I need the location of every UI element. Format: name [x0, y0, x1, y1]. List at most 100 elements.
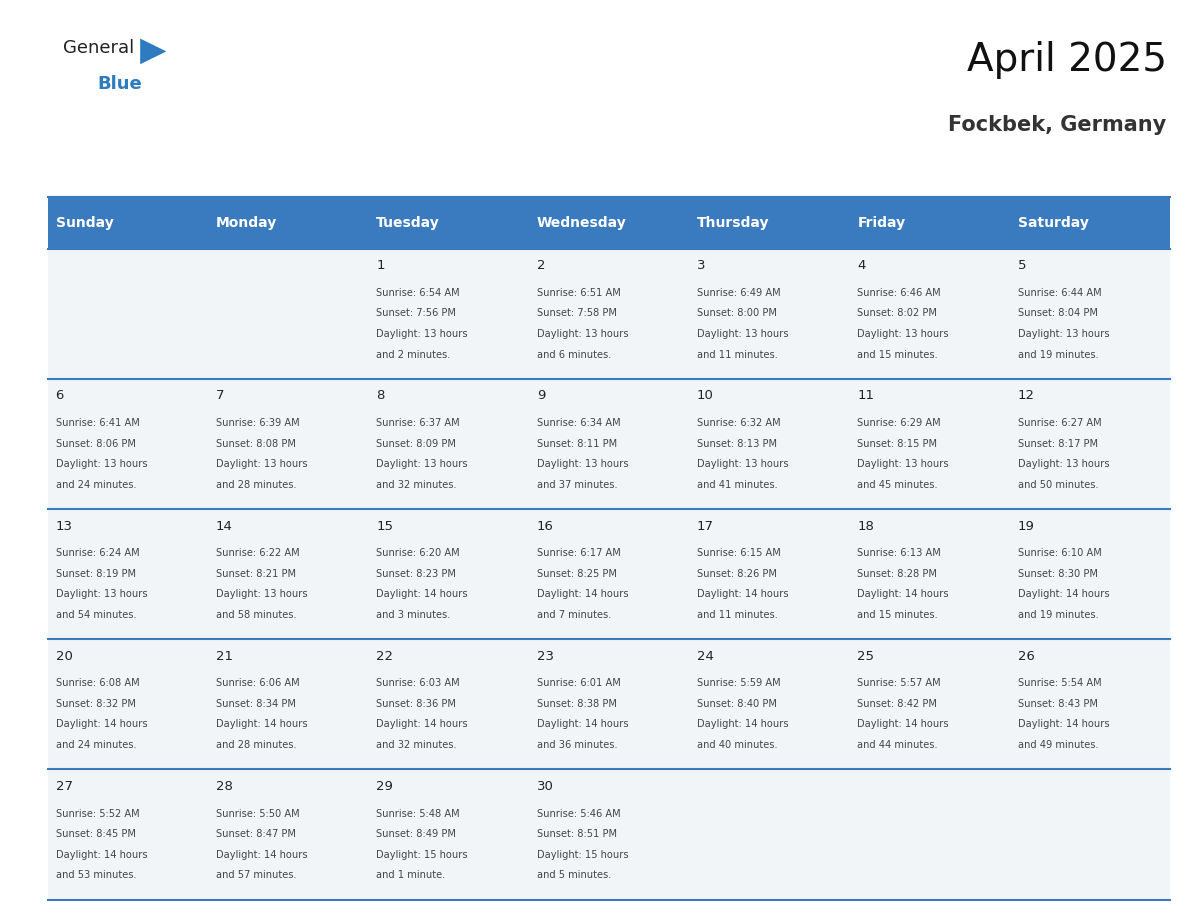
- Text: Wednesday: Wednesday: [537, 216, 626, 230]
- Text: and 37 minutes.: and 37 minutes.: [537, 480, 618, 489]
- Text: Daylight: 14 hours: Daylight: 14 hours: [56, 850, 147, 859]
- Text: 10: 10: [697, 389, 714, 402]
- Text: 3: 3: [697, 259, 706, 273]
- Text: and 57 minutes.: and 57 minutes.: [216, 870, 297, 880]
- Text: Sunrise: 6:17 AM: Sunrise: 6:17 AM: [537, 548, 620, 558]
- Text: Daylight: 14 hours: Daylight: 14 hours: [56, 720, 147, 730]
- Text: Daylight: 14 hours: Daylight: 14 hours: [697, 589, 789, 599]
- Text: Sunrise: 5:48 AM: Sunrise: 5:48 AM: [377, 809, 460, 819]
- Text: and 45 minutes.: and 45 minutes.: [858, 480, 939, 489]
- Text: Sunset: 7:58 PM: Sunset: 7:58 PM: [537, 308, 617, 319]
- Text: and 32 minutes.: and 32 minutes.: [377, 740, 457, 750]
- Bar: [689, 249, 849, 379]
- Text: and 7 minutes.: and 7 minutes.: [537, 610, 611, 620]
- Text: and 54 minutes.: and 54 minutes.: [56, 610, 137, 620]
- Bar: [1010, 197, 1170, 249]
- Text: and 53 minutes.: and 53 minutes.: [56, 870, 137, 880]
- Text: 26: 26: [1018, 650, 1035, 663]
- Bar: [48, 249, 208, 379]
- Text: Sunset: 8:45 PM: Sunset: 8:45 PM: [56, 829, 135, 839]
- Bar: [48, 639, 208, 769]
- Text: 25: 25: [858, 650, 874, 663]
- Text: 6: 6: [56, 389, 64, 402]
- Bar: [1010, 379, 1170, 509]
- Text: and 36 minutes.: and 36 minutes.: [537, 740, 618, 750]
- Bar: [529, 249, 689, 379]
- Text: and 19 minutes.: and 19 minutes.: [1018, 610, 1099, 620]
- Bar: [849, 509, 1010, 639]
- Text: and 6 minutes.: and 6 minutes.: [537, 350, 611, 360]
- Text: 15: 15: [377, 520, 393, 532]
- Bar: [368, 769, 529, 900]
- Text: 8: 8: [377, 389, 385, 402]
- Text: 27: 27: [56, 780, 72, 793]
- Text: Sunset: 8:19 PM: Sunset: 8:19 PM: [56, 569, 135, 578]
- Text: Saturday: Saturday: [1018, 216, 1088, 230]
- Text: Sunday: Sunday: [56, 216, 113, 230]
- Text: Sunset: 8:00 PM: Sunset: 8:00 PM: [697, 308, 777, 319]
- Text: Sunrise: 5:57 AM: Sunrise: 5:57 AM: [858, 678, 941, 688]
- Text: Sunrise: 6:22 AM: Sunrise: 6:22 AM: [216, 548, 299, 558]
- Text: Daylight: 13 hours: Daylight: 13 hours: [537, 329, 628, 339]
- Text: Sunset: 8:15 PM: Sunset: 8:15 PM: [858, 439, 937, 449]
- Text: 12: 12: [1018, 389, 1035, 402]
- Text: 9: 9: [537, 389, 545, 402]
- Text: Daylight: 13 hours: Daylight: 13 hours: [216, 459, 308, 469]
- Text: Daylight: 14 hours: Daylight: 14 hours: [377, 720, 468, 730]
- Text: Sunrise: 6:10 AM: Sunrise: 6:10 AM: [1018, 548, 1101, 558]
- Text: Daylight: 13 hours: Daylight: 13 hours: [858, 329, 949, 339]
- Text: Sunrise: 6:01 AM: Sunrise: 6:01 AM: [537, 678, 620, 688]
- Text: Sunset: 8:32 PM: Sunset: 8:32 PM: [56, 699, 135, 709]
- Text: Sunset: 8:43 PM: Sunset: 8:43 PM: [1018, 699, 1098, 709]
- Bar: [849, 769, 1010, 900]
- Text: Sunset: 8:21 PM: Sunset: 8:21 PM: [216, 569, 296, 578]
- Text: 5: 5: [1018, 259, 1026, 273]
- Text: Daylight: 14 hours: Daylight: 14 hours: [216, 720, 308, 730]
- Text: Sunrise: 6:08 AM: Sunrise: 6:08 AM: [56, 678, 139, 688]
- Text: 18: 18: [858, 520, 874, 532]
- Text: Sunrise: 6:49 AM: Sunrise: 6:49 AM: [697, 288, 781, 297]
- Text: and 28 minutes.: and 28 minutes.: [216, 480, 297, 489]
- Bar: [689, 509, 849, 639]
- Text: Daylight: 14 hours: Daylight: 14 hours: [697, 720, 789, 730]
- Bar: [368, 509, 529, 639]
- Text: Daylight: 14 hours: Daylight: 14 hours: [377, 589, 468, 599]
- Text: Sunset: 8:51 PM: Sunset: 8:51 PM: [537, 829, 617, 839]
- Text: Sunrise: 6:41 AM: Sunrise: 6:41 AM: [56, 418, 139, 428]
- Bar: [48, 379, 208, 509]
- Bar: [208, 639, 368, 769]
- Bar: [689, 769, 849, 900]
- Text: Sunrise: 6:13 AM: Sunrise: 6:13 AM: [858, 548, 941, 558]
- Polygon shape: [140, 39, 166, 64]
- Bar: [849, 249, 1010, 379]
- Text: and 15 minutes.: and 15 minutes.: [858, 610, 939, 620]
- Text: and 40 minutes.: and 40 minutes.: [697, 740, 778, 750]
- Bar: [529, 639, 689, 769]
- Bar: [368, 249, 529, 379]
- Bar: [208, 197, 368, 249]
- Text: Daylight: 13 hours: Daylight: 13 hours: [697, 329, 789, 339]
- Text: and 50 minutes.: and 50 minutes.: [1018, 480, 1099, 489]
- Text: Sunset: 8:02 PM: Sunset: 8:02 PM: [858, 308, 937, 319]
- Text: Sunrise: 6:54 AM: Sunrise: 6:54 AM: [377, 288, 460, 297]
- Text: Sunrise: 6:37 AM: Sunrise: 6:37 AM: [377, 418, 460, 428]
- Text: Daylight: 13 hours: Daylight: 13 hours: [537, 459, 628, 469]
- Bar: [689, 379, 849, 509]
- Text: Sunset: 8:34 PM: Sunset: 8:34 PM: [216, 699, 296, 709]
- Text: and 32 minutes.: and 32 minutes.: [377, 480, 457, 489]
- Text: 19: 19: [1018, 520, 1035, 532]
- Text: Sunrise: 5:54 AM: Sunrise: 5:54 AM: [1018, 678, 1101, 688]
- Text: Sunset: 8:17 PM: Sunset: 8:17 PM: [1018, 439, 1098, 449]
- Text: Sunset: 8:28 PM: Sunset: 8:28 PM: [858, 569, 937, 578]
- Text: and 24 minutes.: and 24 minutes.: [56, 740, 137, 750]
- Text: Daylight: 13 hours: Daylight: 13 hours: [377, 459, 468, 469]
- Text: Sunrise: 6:39 AM: Sunrise: 6:39 AM: [216, 418, 299, 428]
- Text: Sunrise: 6:51 AM: Sunrise: 6:51 AM: [537, 288, 620, 297]
- Text: Sunrise: 6:03 AM: Sunrise: 6:03 AM: [377, 678, 460, 688]
- Bar: [689, 197, 849, 249]
- Text: Daylight: 14 hours: Daylight: 14 hours: [537, 720, 628, 730]
- Text: 1: 1: [377, 259, 385, 273]
- Bar: [1010, 639, 1170, 769]
- Text: and 3 minutes.: and 3 minutes.: [377, 610, 450, 620]
- Text: 7: 7: [216, 389, 225, 402]
